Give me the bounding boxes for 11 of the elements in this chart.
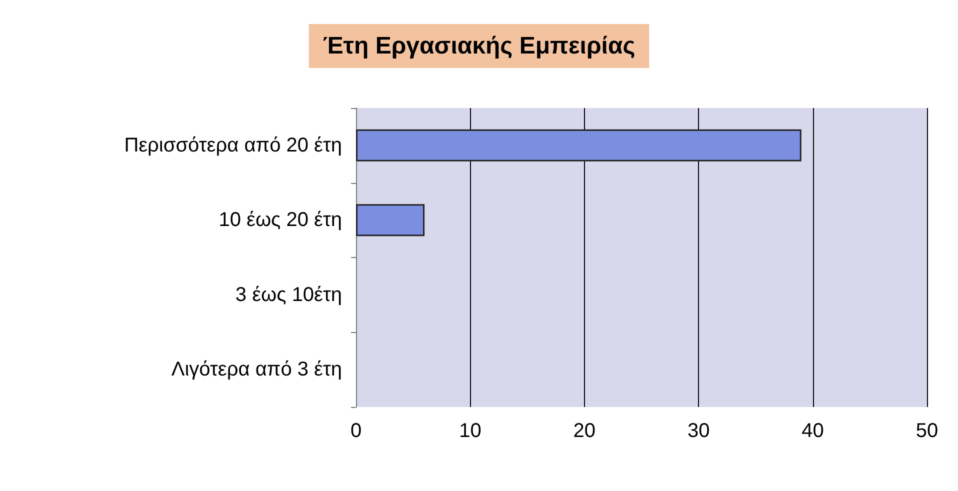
x-tick-label: 0 <box>350 420 362 442</box>
y-tick-label: 3 έως 10έτη <box>235 284 342 306</box>
y-tick-label: Περισσότερα από 20 έτη <box>124 134 342 156</box>
x-tick-label: 10 <box>459 420 482 442</box>
x-tick-label: 40 <box>802 420 824 442</box>
chart-title: Έτη Εργασιακής Εμπειρίας <box>322 32 636 60</box>
y-tick-label: 10 έως 20 έτη <box>218 209 342 232</box>
x-tick-label: 20 <box>573 420 596 442</box>
x-tick-label: 30 <box>687 420 710 442</box>
y-tick-label: Λιγότερα από 3 έτη <box>171 358 342 381</box>
x-tick-label: 50 <box>916 420 938 442</box>
